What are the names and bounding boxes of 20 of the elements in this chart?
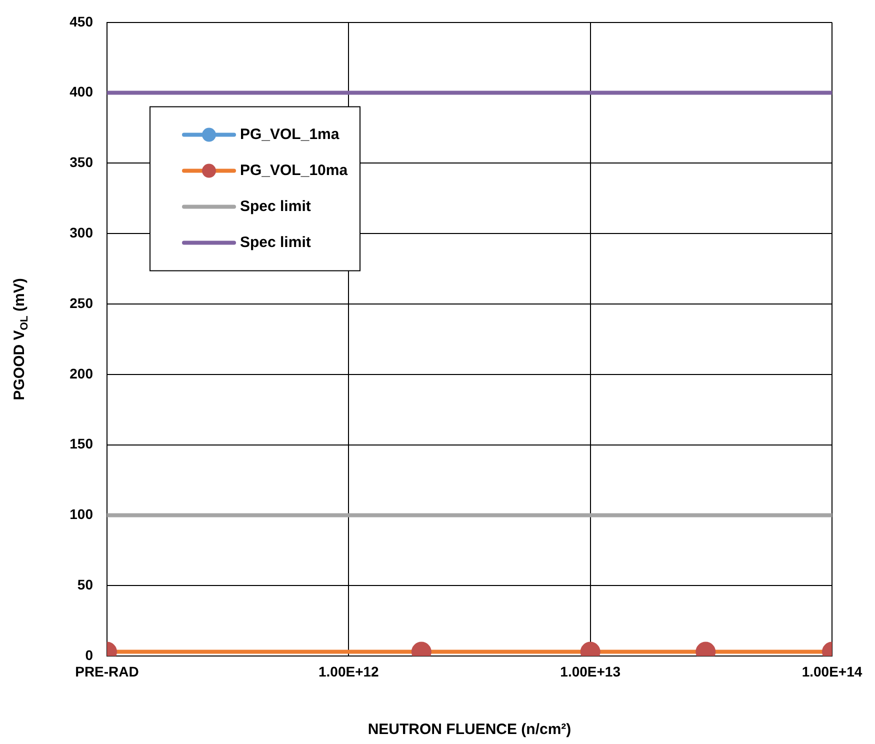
- x-tick-label: 1.00E+13: [560, 663, 621, 680]
- y-tick-label: 0: [85, 646, 94, 663]
- y-tick-label: 300: [70, 224, 94, 240]
- legend-label: PG_VOL_10ma: [240, 162, 348, 179]
- legend-label: Spec limit: [240, 198, 311, 215]
- x-axis-title: NEUTRON FLUENCE (n/cm²): [368, 721, 572, 738]
- y-tick-label: 50: [77, 576, 94, 592]
- y-tick-label: 150: [70, 436, 94, 452]
- x-tick-label: 1.00E+14: [802, 663, 862, 680]
- x-tick-label: 1.00E+12: [318, 663, 380, 680]
- y-tick-label: 400: [70, 84, 94, 100]
- y-tick-label: 100: [70, 506, 94, 522]
- y-tick-label: 200: [70, 365, 94, 382]
- legend-label: Spec limit: [240, 234, 311, 251]
- y-axis-title: PGOOD VOL (mV): [11, 278, 30, 400]
- x-tick-label: PRE-RAD: [75, 663, 139, 680]
- y-tick-label: 350: [70, 154, 94, 170]
- y-tick-label: 250: [70, 294, 94, 311]
- y-tick-label: 450: [70, 13, 94, 30]
- legend-label: PG_VOL_1ma: [240, 126, 340, 143]
